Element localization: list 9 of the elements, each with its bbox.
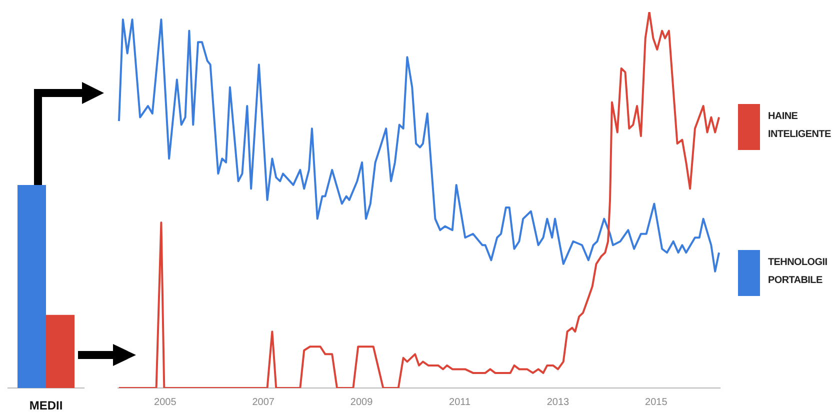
x-tick-label: 2007 — [252, 396, 275, 408]
x-tick-label: MEDII — [29, 398, 63, 413]
x-tick-label: 2013 — [546, 396, 570, 408]
x-tick-label: 2009 — [350, 396, 374, 408]
text: HAINE INTELIGENTE — [768, 110, 832, 142]
x-tick-label: 2005 — [154, 396, 177, 408]
x-tick-label: 2015 — [645, 396, 668, 408]
x-tick-label: 2011 — [448, 396, 471, 408]
text: TEHNOLOGII PORTABILE — [768, 256, 828, 288]
